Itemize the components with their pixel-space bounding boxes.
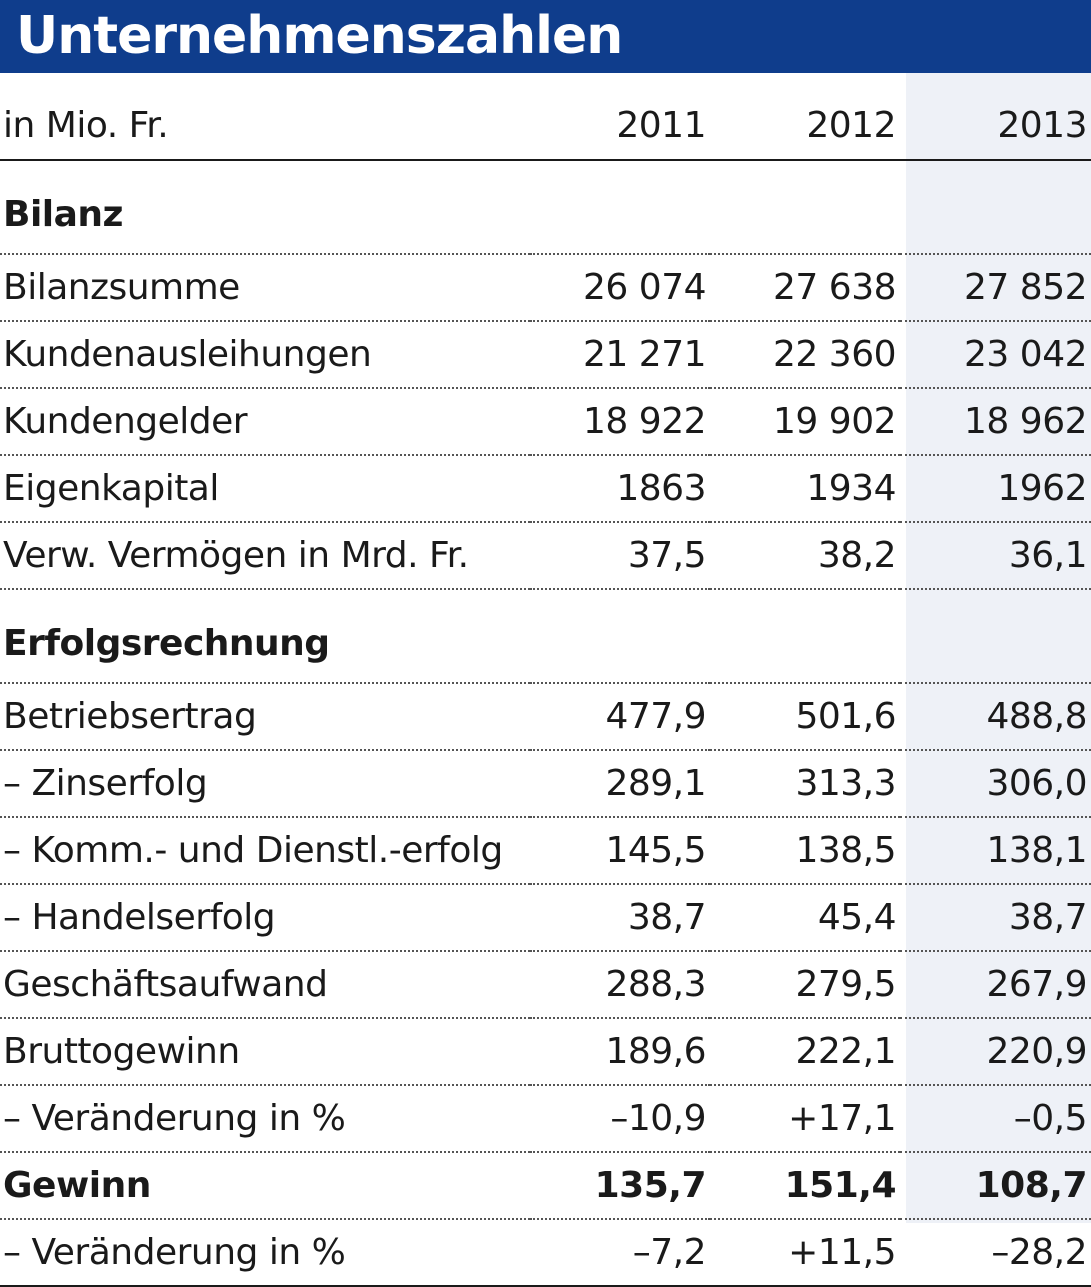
section-heading: Erfolgsrechnung — [0, 589, 1091, 684]
section-heading-bilanz: Bilanz — [0, 160, 1091, 255]
cell-value: –28,2 — [900, 1219, 1091, 1287]
row-label: – Veränderung in % — [0, 1085, 530, 1153]
cell-value: 27 852 — [900, 254, 1091, 322]
cell-value: –7,2 — [530, 1219, 710, 1287]
table-row: – Veränderung in % –10,9 +17,1 –0,5 — [0, 1085, 1091, 1153]
cell-value: 18 962 — [900, 388, 1091, 456]
cell-value: 108,7 — [900, 1152, 1091, 1220]
cell-value: 45,4 — [710, 884, 900, 952]
cell-value: 151,4 — [710, 1152, 900, 1220]
cell-value: 1934 — [710, 455, 900, 523]
table-row: Bilanzsumme 26 074 27 638 27 852 — [0, 254, 1091, 322]
year-header: 2011 — [530, 95, 710, 161]
row-label: – Komm.- und Dienstl.-erfolg — [0, 817, 530, 885]
cell-value: 288,3 — [530, 951, 710, 1019]
year-header: 2012 — [710, 95, 900, 161]
cell-value: 313,3 — [710, 750, 900, 818]
table-row: Kundenausleihungen 21 271 22 360 23 042 — [0, 321, 1091, 389]
cell-value: –10,9 — [530, 1085, 710, 1153]
row-label: Kundengelder — [0, 388, 530, 456]
cell-value: 26 074 — [530, 254, 710, 322]
cell-value: 38,7 — [900, 884, 1091, 952]
cell-value: 1962 — [900, 455, 1091, 523]
cell-value: 18 922 — [530, 388, 710, 456]
table-row: Betriebsertrag 477,9 501,6 488,8 — [0, 683, 1091, 751]
cell-value: 38,7 — [530, 884, 710, 952]
cell-value: +11,5 — [710, 1219, 900, 1287]
row-label: Geschäftsaufwand — [0, 951, 530, 1019]
section-heading-erfolgsrechnung: Erfolgsrechnung — [0, 589, 1091, 684]
cell-value: 279,5 — [710, 951, 900, 1019]
row-label: Eigenkapital — [0, 455, 530, 523]
cell-value: 306,0 — [900, 750, 1091, 818]
cell-value: 267,9 — [900, 951, 1091, 1019]
cell-value: 501,6 — [710, 683, 900, 751]
financial-table: in Mio. Fr. 2011 2012 2013 Bilanz Bilanz… — [0, 95, 1091, 1287]
cell-value: 22 360 — [710, 321, 900, 389]
row-label: – Veränderung in % — [0, 1219, 530, 1287]
cell-value: 38,2 — [710, 522, 900, 590]
cell-value: 145,5 — [530, 817, 710, 885]
row-label: Gewinn — [0, 1152, 530, 1220]
cell-value: 138,5 — [710, 817, 900, 885]
table-row: Verw. Vermögen in Mrd. Fr. 37,5 38,2 36,… — [0, 522, 1091, 590]
header-row: in Mio. Fr. 2011 2012 2013 — [0, 95, 1091, 161]
table-row: Kundengelder 18 922 19 902 18 962 — [0, 388, 1091, 456]
row-label: Betriebsertrag — [0, 683, 530, 751]
row-label: Bilanzsumme — [0, 254, 530, 322]
cell-value: 189,6 — [530, 1018, 710, 1086]
cell-value: 37,5 — [530, 522, 710, 590]
cell-value: 19 902 — [710, 388, 900, 456]
cell-value: 135,7 — [530, 1152, 710, 1220]
table-row: – Komm.- und Dienstl.-erfolg 145,5 138,5… — [0, 817, 1091, 885]
table-row: – Zinserfolg 289,1 313,3 306,0 — [0, 750, 1091, 818]
cell-value: 220,9 — [900, 1018, 1091, 1086]
page-title: Unternehmenszahlen — [0, 0, 1091, 73]
cell-value: 27 638 — [710, 254, 900, 322]
table-row: Bruttogewinn 189,6 222,1 220,9 — [0, 1018, 1091, 1086]
year-header: 2013 — [900, 95, 1091, 161]
cell-value: 21 271 — [530, 321, 710, 389]
cell-value: 138,1 — [900, 817, 1091, 885]
cell-value: 477,9 — [530, 683, 710, 751]
row-label: – Zinserfolg — [0, 750, 530, 818]
unit-label: in Mio. Fr. — [0, 95, 530, 161]
cell-value: +17,1 — [710, 1085, 900, 1153]
cell-value: 36,1 — [900, 522, 1091, 590]
table-row: – Veränderung in % –7,2 +11,5 –28,2 — [0, 1219, 1091, 1287]
cell-value: 23 042 — [900, 321, 1091, 389]
table-row-gewinn: Gewinn 135,7 151,4 108,7 — [0, 1152, 1091, 1220]
row-label: Kundenausleihungen — [0, 321, 530, 389]
row-label: Verw. Vermögen in Mrd. Fr. — [0, 522, 530, 590]
row-label: – Handelserfolg — [0, 884, 530, 952]
section-heading: Bilanz — [0, 160, 1091, 255]
cell-value: 488,8 — [900, 683, 1091, 751]
cell-value: 222,1 — [710, 1018, 900, 1086]
table-row: – Handelserfolg 38,7 45,4 38,7 — [0, 884, 1091, 952]
cell-value: 1863 — [530, 455, 710, 523]
table-row: Eigenkapital 1863 1934 1962 — [0, 455, 1091, 523]
table-row: Geschäftsaufwand 288,3 279,5 267,9 — [0, 951, 1091, 1019]
row-label: Bruttogewinn — [0, 1018, 530, 1086]
cell-value: 289,1 — [530, 750, 710, 818]
cell-value: –0,5 — [900, 1085, 1091, 1153]
